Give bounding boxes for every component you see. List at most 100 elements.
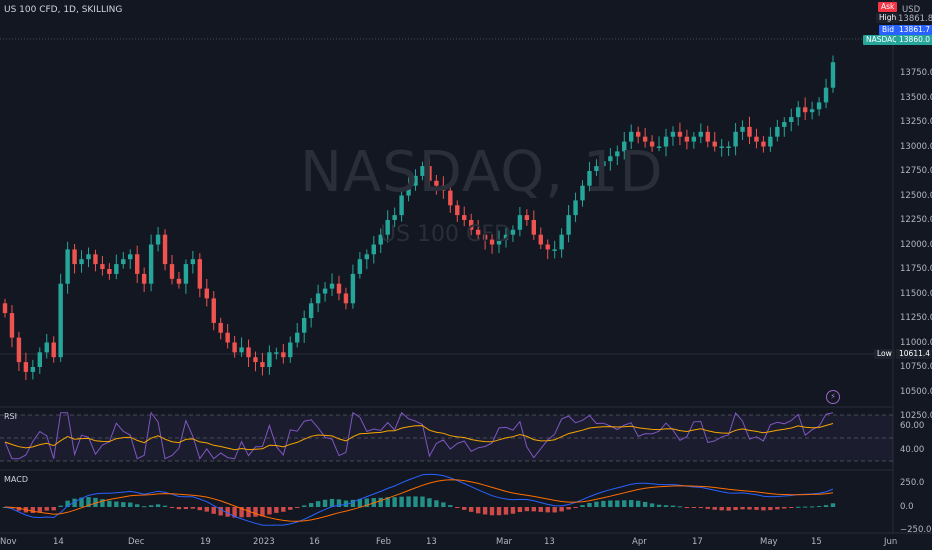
candle-body bbox=[79, 259, 84, 265]
candle-body bbox=[601, 161, 606, 167]
candle-body bbox=[315, 293, 321, 304]
macd-histogram-bar bbox=[58, 505, 63, 507]
candle-body bbox=[274, 352, 279, 354]
macd-histogram-bar bbox=[496, 507, 502, 516]
candle-body bbox=[72, 249, 77, 265]
macd-histogram-bar bbox=[622, 500, 627, 507]
candle-body bbox=[385, 220, 390, 235]
candle-body bbox=[37, 352, 42, 367]
candle-body bbox=[420, 166, 425, 176]
candle-body bbox=[649, 141, 655, 147]
candle-body bbox=[399, 195, 404, 216]
candle-body bbox=[51, 342, 56, 358]
macd-histogram-bar bbox=[789, 507, 794, 508]
macd-histogram-bar bbox=[823, 505, 829, 507]
macd-histogram-bar bbox=[211, 507, 216, 514]
macd-histogram-bar bbox=[86, 497, 91, 507]
macd-histogram-bar bbox=[218, 507, 223, 516]
rsi-line bbox=[4, 411, 834, 460]
macd-histogram-bar bbox=[204, 507, 209, 512]
price-tick: 12000.0 bbox=[900, 239, 932, 250]
candle-body bbox=[260, 362, 265, 367]
time-tick: Apr bbox=[632, 537, 647, 547]
candle-body bbox=[357, 259, 363, 274]
candle-body bbox=[155, 234, 161, 245]
candle-body bbox=[239, 347, 244, 353]
price-tick: 11500.0 bbox=[900, 288, 932, 299]
macd-histogram-bar bbox=[322, 499, 328, 507]
macd-histogram-bar bbox=[399, 496, 404, 507]
macd-histogram-bar bbox=[141, 506, 147, 508]
macd-histogram-bar bbox=[114, 501, 119, 507]
macd-histogram-bar bbox=[482, 507, 488, 515]
candle-body bbox=[524, 215, 530, 220]
candle-body bbox=[107, 269, 112, 274]
macd-histogram-bar bbox=[670, 505, 676, 507]
candle-body bbox=[336, 283, 342, 294]
macd-histogram-bar bbox=[267, 507, 272, 515]
macd-histogram-bar bbox=[350, 499, 356, 507]
macd-histogram-bar bbox=[510, 507, 516, 514]
macd-histogram-bar bbox=[775, 507, 780, 510]
macd-histogram-bar bbox=[635, 500, 641, 507]
macd-histogram-bar bbox=[475, 507, 481, 514]
candle-body bbox=[455, 205, 460, 216]
candle-body bbox=[754, 136, 759, 142]
macd-tick: 250.0 bbox=[900, 478, 925, 488]
time-tick: Jun bbox=[884, 537, 898, 547]
candle-body bbox=[44, 342, 49, 353]
price-tick: 13500.0 bbox=[900, 92, 932, 103]
macd-histogram-bar bbox=[434, 500, 439, 507]
macd-histogram-bar bbox=[329, 498, 335, 507]
macd-histogram-bar bbox=[782, 507, 787, 509]
price-tick: 10500.0 bbox=[900, 386, 932, 397]
macd-histogram-bar bbox=[121, 502, 126, 507]
macd-histogram-bar bbox=[719, 507, 724, 511]
macd-histogram-bar bbox=[747, 507, 752, 510]
macd-histogram-bar bbox=[649, 503, 655, 507]
candle-body bbox=[496, 239, 502, 245]
macd-histogram-bar bbox=[468, 507, 474, 512]
macd-histogram-bar bbox=[740, 507, 745, 510]
candle-body bbox=[823, 87, 829, 103]
macd-histogram-bar bbox=[684, 507, 690, 508]
candle-body bbox=[719, 146, 724, 148]
candle-body bbox=[566, 215, 571, 235]
candle-body bbox=[830, 62, 836, 88]
macd-histogram-bar bbox=[629, 500, 634, 507]
lightning-icon[interactable]: ⚡ bbox=[826, 390, 840, 404]
candle-body bbox=[93, 254, 98, 265]
candle-body bbox=[434, 180, 439, 186]
candle-body bbox=[343, 293, 349, 304]
candle-body bbox=[211, 298, 216, 323]
candle-body bbox=[503, 234, 509, 240]
candle-body bbox=[135, 254, 140, 274]
price-tick: 11750.0 bbox=[900, 264, 932, 274]
macd-histogram-bar bbox=[455, 507, 460, 508]
candle-body bbox=[733, 131, 738, 147]
macd-histogram-bar bbox=[378, 497, 383, 507]
macd-histogram-bar bbox=[448, 505, 453, 507]
macd-histogram-bar bbox=[225, 507, 230, 517]
macd-histogram-bar bbox=[72, 498, 77, 507]
macd-histogram-bar bbox=[392, 497, 397, 507]
candle-body bbox=[775, 126, 780, 137]
ask-tag: Ask bbox=[878, 2, 898, 12]
candle-body bbox=[635, 131, 641, 137]
candle-body bbox=[253, 357, 258, 363]
candle-body bbox=[552, 249, 557, 251]
macd-histogram-bar bbox=[552, 507, 557, 513]
candle-body bbox=[663, 136, 669, 147]
macd-histogram-bar bbox=[343, 500, 349, 507]
macd-histogram-bar bbox=[162, 505, 168, 507]
candle-body bbox=[475, 229, 481, 235]
candle-body bbox=[427, 166, 432, 181]
macd-histogram-bar bbox=[538, 507, 543, 512]
time-tick: Nov bbox=[0, 537, 17, 547]
time-tick: 13 bbox=[544, 537, 555, 547]
candle-body bbox=[622, 141, 627, 152]
macd-histogram-bar bbox=[754, 507, 759, 510]
candle-body bbox=[141, 273, 147, 284]
macd-histogram-bar bbox=[573, 507, 578, 508]
